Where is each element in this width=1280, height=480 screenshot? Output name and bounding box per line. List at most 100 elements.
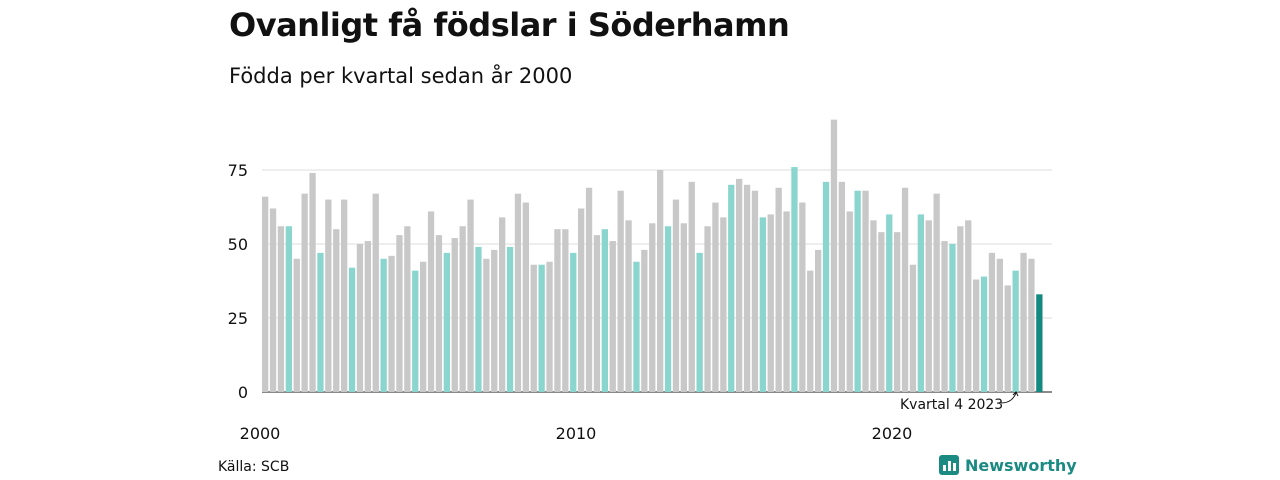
- bar: [380, 258, 387, 392]
- bar: [341, 199, 348, 392]
- chart-title: Ovanligt få födslar i Söderhamn: [229, 6, 790, 44]
- bar: [736, 178, 743, 392]
- y-tick-label: 75: [228, 161, 248, 180]
- bar: [799, 202, 806, 392]
- bar: [356, 244, 364, 392]
- bar: [459, 226, 466, 392]
- bar: [728, 184, 735, 392]
- bar: [570, 252, 577, 392]
- bar: [546, 261, 553, 392]
- bar: [933, 193, 940, 392]
- bar: [775, 187, 782, 392]
- bar: [712, 202, 719, 392]
- bar: [427, 211, 435, 392]
- bar: [325, 199, 332, 392]
- bar: [404, 226, 411, 392]
- bar: [1020, 252, 1027, 392]
- bar: [704, 226, 711, 392]
- bar: [980, 276, 988, 392]
- bar: [657, 170, 664, 392]
- bar: [538, 264, 545, 392]
- bar: [949, 244, 956, 392]
- bar: [412, 270, 419, 392]
- bar: [957, 226, 964, 392]
- bar: [364, 241, 371, 392]
- bars: [262, 119, 1043, 393]
- bar: [862, 190, 869, 392]
- bar: [420, 261, 427, 392]
- bar: [870, 220, 877, 392]
- y-tick-label: 25: [228, 309, 248, 328]
- bar: [269, 208, 277, 392]
- bar: [348, 267, 356, 392]
- bar: [791, 167, 798, 392]
- bar: [293, 258, 300, 392]
- bar: [838, 181, 845, 392]
- annotation-arrowhead: [1012, 391, 1019, 397]
- bar: [554, 229, 561, 392]
- x-axis-ticks: 2000 2010 2020: [240, 424, 913, 443]
- bar: [593, 235, 601, 392]
- bar: [688, 181, 695, 392]
- bar: [917, 214, 924, 392]
- bar: [506, 246, 514, 392]
- brand-name: Newsworthy: [965, 455, 1077, 475]
- bar: [672, 199, 680, 392]
- bar: [996, 258, 1003, 392]
- bar: [886, 214, 893, 392]
- bar: [894, 232, 901, 392]
- bar: [751, 190, 759, 392]
- bar: [483, 258, 490, 392]
- bar: [696, 252, 703, 392]
- bar: [720, 217, 727, 392]
- chart-subtitle: Födda per kvartal sedan år 2000: [229, 64, 573, 88]
- bar: [664, 226, 672, 392]
- y-tick-label: 0: [238, 383, 248, 402]
- bar: [530, 264, 537, 392]
- bar: [815, 249, 822, 392]
- bar: [988, 252, 996, 392]
- bar: [743, 184, 751, 392]
- bar: [901, 187, 909, 392]
- bar: [262, 196, 269, 392]
- bar: [301, 193, 308, 392]
- y-tick-label: 50: [228, 235, 248, 254]
- bar: [680, 223, 687, 392]
- bar: [388, 255, 395, 392]
- bar: [846, 211, 853, 392]
- bar: [467, 199, 474, 392]
- bar: [396, 235, 403, 392]
- bar: [925, 220, 932, 392]
- newsworthy-logo: Newsworthy: [939, 455, 1077, 475]
- bar: [767, 214, 774, 392]
- bar: [578, 208, 585, 392]
- annotation-arrow: [1000, 392, 1017, 404]
- bar: [562, 229, 569, 392]
- bar: [854, 190, 861, 392]
- bar: [878, 232, 885, 392]
- bar: [641, 249, 648, 392]
- bar: [1028, 258, 1035, 392]
- bar: [443, 252, 450, 392]
- bar: [759, 217, 766, 392]
- bar: [941, 241, 948, 392]
- bar: [965, 220, 972, 392]
- bar: [609, 241, 616, 392]
- bar: [277, 226, 285, 392]
- bar: [475, 246, 482, 392]
- x-tick-label: 2000: [240, 424, 281, 443]
- x-tick-label: 2010: [556, 424, 597, 443]
- bar: [499, 217, 506, 392]
- y-axis-ticks: 0 25 50 75: [228, 161, 248, 402]
- bar: [309, 172, 316, 392]
- bar: [601, 229, 608, 392]
- bar: [783, 211, 790, 392]
- bar: [1004, 285, 1011, 392]
- bar: [807, 270, 814, 392]
- bar: [585, 187, 593, 392]
- bar: [830, 119, 838, 393]
- bar: [625, 220, 632, 392]
- bar: [514, 193, 522, 392]
- bar: [372, 193, 379, 392]
